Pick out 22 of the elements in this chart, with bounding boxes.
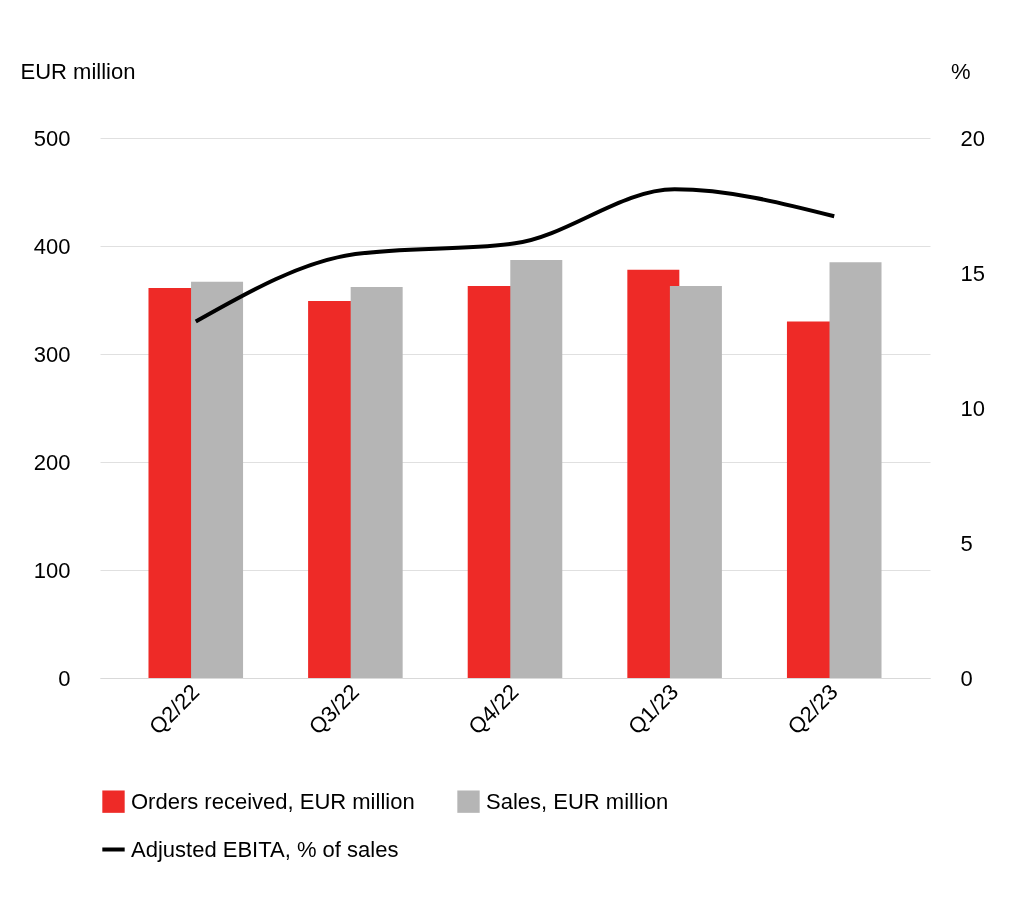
- y2-tick-label: 20: [960, 125, 985, 151]
- legend-label: Adjusted EBITA, % of sales: [131, 836, 399, 862]
- y2-tick-label: 15: [960, 260, 985, 286]
- bar: [510, 260, 563, 678]
- bar: [191, 281, 244, 678]
- y2-axis-title: %: [950, 58, 971, 84]
- y-tick-label: 200: [33, 449, 71, 475]
- y-tick-label: 100: [33, 557, 71, 583]
- y-tick-label: 500: [33, 125, 71, 151]
- y-tick-label: 0: [58, 665, 71, 691]
- legend-label: Orders received, EUR million: [131, 788, 415, 814]
- y-axis-title: EUR million: [20, 58, 136, 84]
- y-tick-label: 400: [33, 233, 71, 259]
- bar: [350, 287, 403, 678]
- bar: [829, 262, 882, 678]
- line-series: [193, 187, 837, 324]
- bar: [669, 285, 722, 678]
- y-tick-label: 300: [33, 341, 71, 367]
- y2-tick-label: 5: [960, 530, 973, 556]
- legend-label: Sales, EUR million: [486, 788, 669, 814]
- y2-tick-label: 0: [960, 665, 973, 691]
- y2-tick-label: 10: [960, 395, 985, 421]
